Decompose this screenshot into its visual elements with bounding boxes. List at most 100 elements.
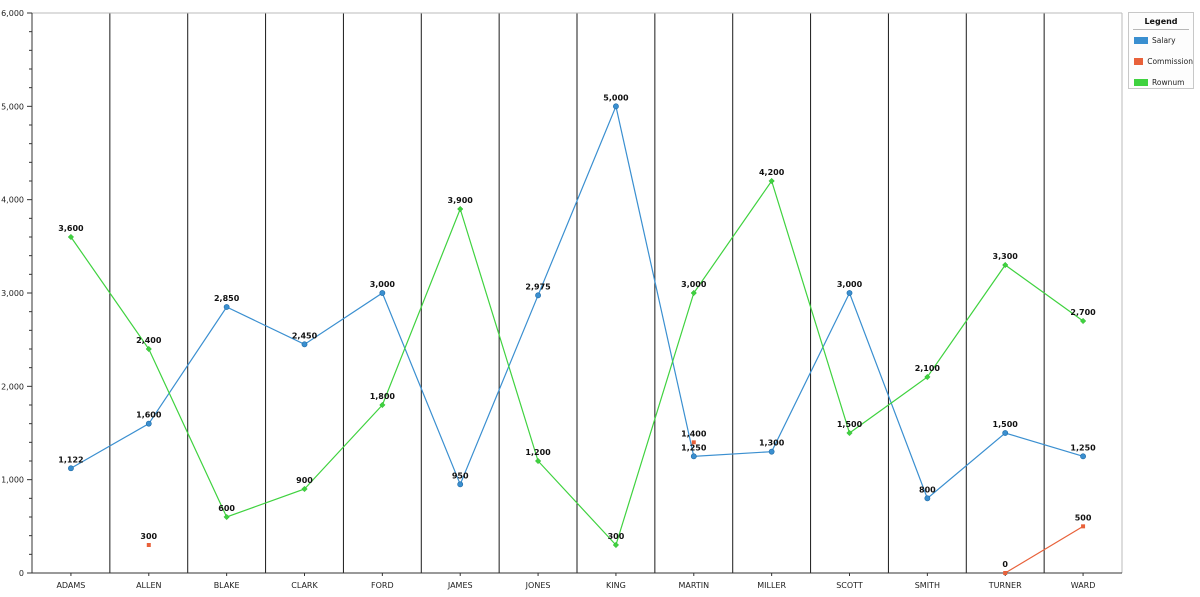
data-label-rownum: 900 <box>296 476 313 485</box>
data-point-salary <box>379 290 386 296</box>
data-point-salary <box>924 495 931 502</box>
data-label-salary: 2,975 <box>525 282 551 291</box>
data-label-salary: 1,300 <box>759 439 785 448</box>
data-label-rownum: 3,900 <box>448 196 474 205</box>
data-label-salary: 3,000 <box>837 280 863 289</box>
data-point-salary <box>535 292 541 299</box>
data-point-rownum <box>690 289 697 297</box>
data-point-salary <box>145 420 152 427</box>
data-point-rownum <box>924 373 931 381</box>
x-tick-label: JONES <box>525 581 551 590</box>
data-point-rownum <box>379 401 386 409</box>
data-point-rownum <box>301 485 308 493</box>
data-point-salary <box>223 304 230 310</box>
legend: Legend Salary Commission Rownum <box>1128 12 1194 89</box>
x-tick-label: ADAMS <box>56 581 85 590</box>
data-point-rownum <box>1079 317 1087 325</box>
data-label-salary: 950 <box>452 471 469 480</box>
data-point-salary <box>613 103 619 110</box>
legend-label-commission: Commission <box>1147 57 1193 66</box>
data-point-salary <box>690 453 697 460</box>
data-point-rownum <box>1002 261 1009 269</box>
data-point-salary <box>301 341 308 348</box>
data-label-salary: 3,000 <box>370 280 396 289</box>
x-tick-label: MILLER <box>757 581 786 590</box>
series-line-rownum <box>70 179 1084 547</box>
x-tick-label: ALLEN <box>136 581 161 590</box>
data-label-rownum: 2,400 <box>136 336 162 345</box>
legend-item-salary[interactable]: Salary <box>1129 30 1193 51</box>
data-point-rownum <box>67 233 75 241</box>
legend-swatch-commission <box>1134 58 1144 65</box>
data-label-rownum: 2,100 <box>915 364 941 373</box>
legend-label-rownum: Rownum <box>1152 78 1185 87</box>
data-point-salary <box>1002 430 1009 436</box>
y-tick-label: 1,000 <box>1 476 24 485</box>
data-label-rownum: 4,200 <box>759 168 785 177</box>
x-tick-label: SMITH <box>915 581 940 590</box>
y-tick-label: 5,000 <box>1 102 24 111</box>
data-label-salary: 2,850 <box>214 294 240 303</box>
data-point-commission <box>1081 524 1086 529</box>
data-point-commission <box>146 543 151 547</box>
legend-swatch-rownum <box>1134 79 1148 86</box>
data-point-commission <box>691 440 696 445</box>
data-label-rownum: 3,300 <box>993 252 1019 261</box>
data-label-commission: 500 <box>1075 513 1092 522</box>
data-point-rownum <box>846 429 853 437</box>
data-label-salary: 1,600 <box>136 411 162 420</box>
data-label-salary: 2,450 <box>292 331 318 340</box>
x-tick-label: TURNER <box>988 581 1022 590</box>
data-point-rownum <box>612 541 620 549</box>
legend-item-commission[interactable]: Commission <box>1129 51 1193 72</box>
legend-swatch-salary <box>1134 37 1148 44</box>
legend-divider <box>1133 29 1189 30</box>
legend-title: Legend <box>1144 17 1178 26</box>
data-point-salary <box>68 465 74 472</box>
data-label-rownum: 300 <box>608 532 625 541</box>
x-tick-label: BLAKE <box>214 581 240 590</box>
data-label-salary: 5,000 <box>603 93 629 102</box>
data-point-commission <box>1003 571 1008 575</box>
x-tick-label: MARTIN <box>678 581 709 590</box>
data-point-salary <box>1080 453 1086 460</box>
data-label-rownum: 1,500 <box>837 420 863 429</box>
y-tick-label: 4,000 <box>1 196 24 205</box>
legend-label-salary: Salary <box>1152 36 1176 45</box>
data-label-salary: 1,500 <box>993 420 1019 429</box>
x-tick-label: WARD <box>1071 581 1096 590</box>
data-label-rownum: 1,200 <box>525 448 551 457</box>
series-line-commission <box>1004 525 1084 574</box>
data-label-salary: 1,122 <box>58 455 83 464</box>
data-label-salary: 800 <box>919 485 936 494</box>
data-label-rownum: 1,800 <box>370 392 396 401</box>
data-point-salary <box>768 448 775 455</box>
data-point-rownum <box>223 513 230 521</box>
data-label-salary: 1,250 <box>681 443 707 452</box>
data-point-rownum <box>768 177 775 185</box>
data-point-salary <box>457 481 464 488</box>
data-point-rownum <box>145 345 152 353</box>
data-point-salary <box>846 290 853 296</box>
data-label-rownum: 3,600 <box>58 224 84 233</box>
x-tick-label: CLARK <box>291 581 318 590</box>
data-label-commission: 0 <box>1002 560 1008 569</box>
x-tick-label: KING <box>606 581 626 590</box>
x-tick-label: FORD <box>371 581 394 590</box>
series-line-salary <box>70 104 1084 500</box>
data-label-rownum: 600 <box>218 504 235 513</box>
data-label-commission: 300 <box>140 532 157 541</box>
data-label-commission: 1,400 <box>681 429 707 438</box>
y-tick-label: 0 <box>19 569 24 578</box>
data-label-rownum: 3,000 <box>681 280 707 289</box>
y-tick-label: 3,000 <box>1 289 24 298</box>
data-label-salary: 1,250 <box>1070 443 1096 452</box>
legend-item-rownum[interactable]: Rownum <box>1129 72 1193 93</box>
x-tick-label: JAMES <box>447 581 473 590</box>
y-tick-label: 2,000 <box>1 382 24 391</box>
x-tick-label: SCOTT <box>836 581 863 590</box>
data-label-rownum: 2,700 <box>1070 308 1096 317</box>
data-point-rownum <box>457 205 464 213</box>
